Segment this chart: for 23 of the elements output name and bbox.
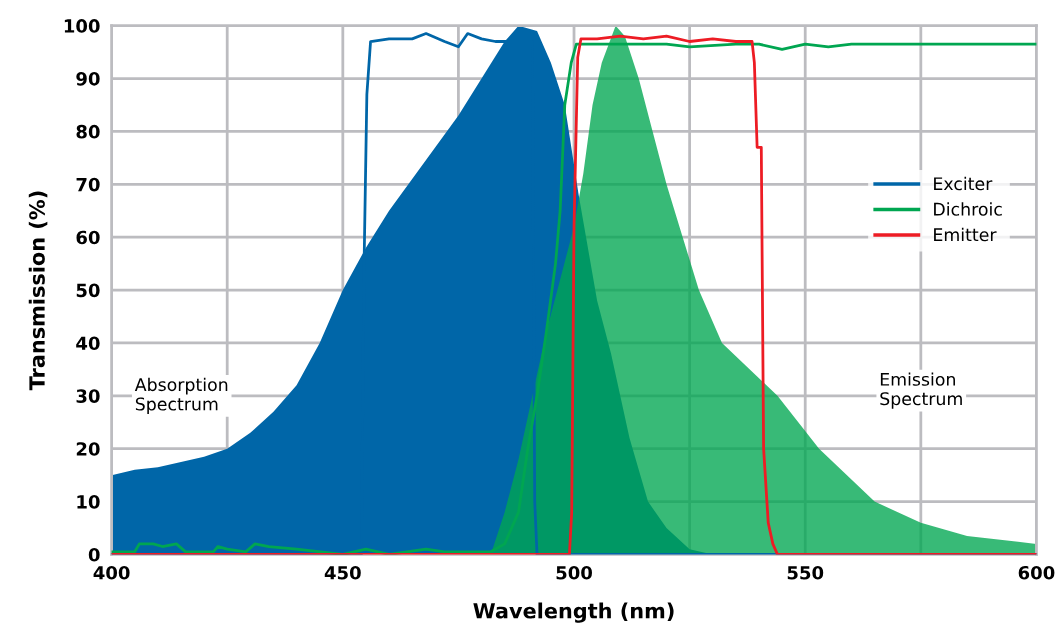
y-tick-label: 20: [76, 442, 100, 456]
y-tick-label: 80: [76, 124, 100, 139]
x-axis-title: Wavelength (nm): [473, 602, 674, 623]
annotation: Absorption Spectrum: [134, 377, 228, 414]
x-tick-label: 550: [787, 565, 824, 580]
y-tick-label: 40: [76, 336, 100, 351]
legend-label: Dichroic: [934, 202, 1002, 216]
annotation: Emission Spectrum: [880, 372, 962, 409]
y-tick-label: 50: [76, 283, 100, 298]
y-tick-label: 90: [76, 71, 100, 86]
y-tick-label: 60: [76, 230, 100, 245]
x-tick-label: 400: [93, 565, 130, 580]
y-tick-label: 10: [77, 495, 100, 509]
legend-label: Emitter: [934, 227, 997, 242]
y-tick-label: 70: [76, 177, 100, 192]
y-tick-label: 100: [64, 19, 100, 33]
x-tick-label: 500: [556, 565, 592, 580]
y-axis-title: Transmission (%): [28, 191, 48, 391]
y-tick-label: 30: [76, 389, 100, 403]
legend-label: Exciter: [934, 176, 993, 191]
x-tick-label: 600: [1018, 565, 1055, 580]
x-tick-label: 450: [324, 565, 361, 580]
y-tick-label: 0: [88, 547, 100, 562]
